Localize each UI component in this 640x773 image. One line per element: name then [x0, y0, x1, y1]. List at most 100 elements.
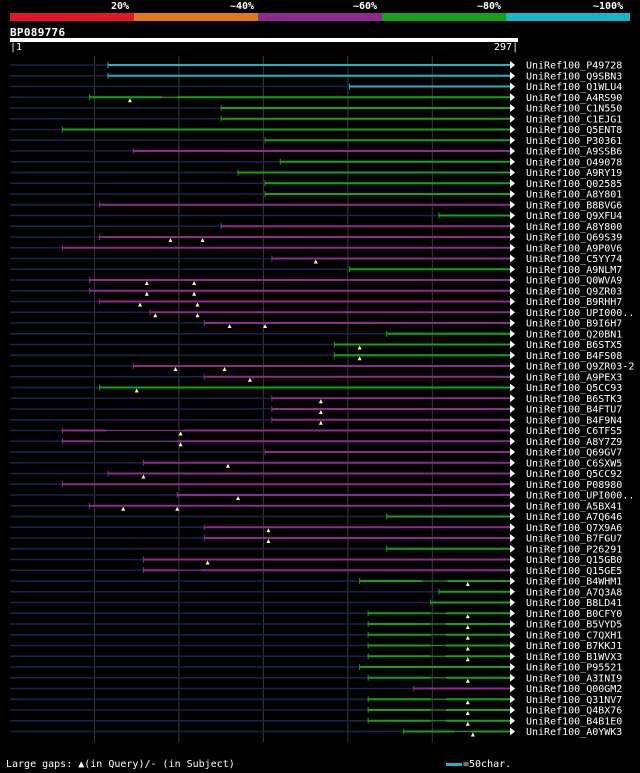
query-gap-marker	[236, 496, 241, 500]
hit-label: UniRef100_Q00GM2	[526, 684, 622, 695]
hit-label: UniRef100_C1N550	[526, 104, 622, 115]
hit-end-arrow	[510, 351, 515, 360]
hit-end-arrow	[510, 147, 515, 155]
query-gap-marker	[225, 463, 230, 468]
hit-end-arrow	[510, 71, 515, 80]
hit-label: UniRef100_Q9ZR03-2	[526, 362, 634, 373]
hit-end-arrow	[510, 211, 515, 220]
legend-label-100: ~100%	[593, 1, 624, 12]
hit-end-arrow	[510, 383, 515, 392]
query-gap-marker	[192, 281, 197, 285]
hit-label: UniRef100_A9SSB6	[526, 147, 622, 158]
hit-label: UniRef100_B4WHM1	[526, 577, 622, 588]
hit-label: UniRef100_B1WVX3	[526, 652, 622, 663]
hit-label: UniRef100_Q02585	[526, 179, 622, 190]
scale-label: =50char.	[463, 759, 512, 770]
hit-end-arrow	[510, 609, 515, 618]
ruler-end-label: 297|	[494, 42, 519, 53]
hit-end-arrow	[510, 630, 515, 639]
hit-label: UniRef100_P95521	[526, 663, 622, 674]
hit-label: UniRef100_B6STK3	[526, 394, 622, 405]
legend-bar-40	[134, 13, 258, 21]
query-gap-marker	[318, 420, 323, 425]
hit-end-arrow	[510, 329, 515, 338]
hit-label: UniRef100_A8Y801	[526, 190, 622, 201]
hit-end-arrow	[510, 501, 515, 510]
query-gap-marker	[318, 410, 323, 414]
hit-end-arrow	[510, 534, 515, 542]
hit-end-arrow	[510, 308, 515, 317]
hit-label: UniRef100_Q4BX76	[526, 706, 622, 717]
hit-end-arrow	[510, 297, 515, 306]
identity-legend: 20% ~40% ~60% ~80% ~100%	[0, 0, 640, 24]
hit-end-arrow	[510, 458, 515, 467]
hit-label: UniRef100_Q5ENT8	[526, 125, 622, 136]
query-gap-marker	[465, 582, 470, 586]
query-gap-marker	[222, 367, 227, 371]
hit-end-arrow	[510, 598, 515, 607]
hit-label: UniRef100_Q9SBN3	[526, 71, 622, 82]
query-gap-marker	[313, 259, 318, 264]
hit-end-arrow	[510, 437, 515, 446]
hit-label: UniRef100_A9P0V6	[526, 243, 622, 254]
query-gap-marker	[144, 281, 149, 285]
hit-label: UniRef100_A5BX41	[526, 501, 622, 512]
query-gap-marker	[465, 657, 470, 662]
query-gap-marker	[168, 238, 173, 242]
hit-label: UniRef100_Q15GB0	[526, 555, 622, 566]
ruler-start-label: |1	[10, 42, 23, 53]
hit-end-arrow	[510, 695, 515, 704]
legend-bar-100	[506, 13, 630, 21]
hit-end-arrow	[510, 426, 515, 435]
hit-end-arrow	[510, 491, 515, 499]
ruler-start-value: 1	[16, 42, 23, 53]
hit-label: UniRef100_B8LD41	[526, 598, 622, 609]
legend-bar-80	[382, 13, 506, 21]
hit-label: UniRef100_A0YWK3	[526, 727, 622, 738]
hit-label: UniRef100_P26291	[526, 544, 622, 555]
hit-end-arrow	[510, 663, 515, 671]
hit-end-arrow	[510, 136, 515, 145]
hit-label: UniRef100_Q9XFU4	[526, 211, 622, 222]
hit-end-arrow	[510, 405, 515, 413]
hit-end-arrow	[510, 469, 515, 478]
hit-label: UniRef100_Q7X9A6	[526, 523, 622, 534]
query-gap-marker	[173, 367, 178, 371]
query-gap-marker	[357, 345, 362, 350]
query-gap-marker	[178, 442, 183, 447]
hit-label: UniRef100_B0CFY0	[526, 609, 622, 620]
hit-label: UniRef100_A4RS90	[526, 93, 622, 104]
legend-label-40: ~40%	[230, 1, 255, 12]
hit-end-arrow	[510, 544, 515, 553]
query-gap-marker	[178, 431, 183, 436]
hit-end-arrow	[510, 286, 515, 295]
hit-label: UniRef100_B7KKJ1	[526, 641, 622, 652]
query-gap-marker	[195, 313, 200, 318]
legend-bar-20	[10, 13, 134, 21]
hit-label: UniRef100_Q5CC92	[526, 469, 622, 480]
query-gap-marker	[192, 291, 197, 296]
query-gap-marker	[357, 356, 362, 361]
hit-end-arrow	[510, 394, 515, 403]
hit-label: UniRef100_Q0WVA9	[526, 276, 622, 287]
hit-label: UniRef100_A7Q3A8	[526, 587, 622, 598]
ruler-line	[10, 38, 518, 42]
hit-label: UniRef100_B9I6H7	[526, 319, 622, 330]
hit-label: UniRef100_P08980	[526, 480, 622, 491]
hit-end-arrow	[510, 716, 515, 725]
hit-end-arrow	[510, 415, 515, 424]
query-gap-marker	[465, 678, 470, 683]
hit-end-arrow	[510, 523, 515, 532]
hit-label: UniRef100_Q15GE5	[526, 566, 622, 577]
hit-end-arrow	[510, 157, 515, 166]
hit-end-arrow	[510, 114, 515, 123]
hit-end-arrow	[510, 254, 515, 263]
hit-label: UniRef100_Q1WLU4	[526, 82, 622, 93]
hit-label: UniRef100_Q69GV7	[526, 448, 622, 459]
query-gap-marker	[127, 98, 132, 103]
query-gap-marker	[465, 711, 470, 715]
hit-label: UniRef100_C6SXW5	[526, 458, 622, 469]
query-gap-marker	[195, 302, 200, 307]
hit-end-arrow	[510, 82, 515, 91]
query-gap-marker	[227, 324, 232, 328]
